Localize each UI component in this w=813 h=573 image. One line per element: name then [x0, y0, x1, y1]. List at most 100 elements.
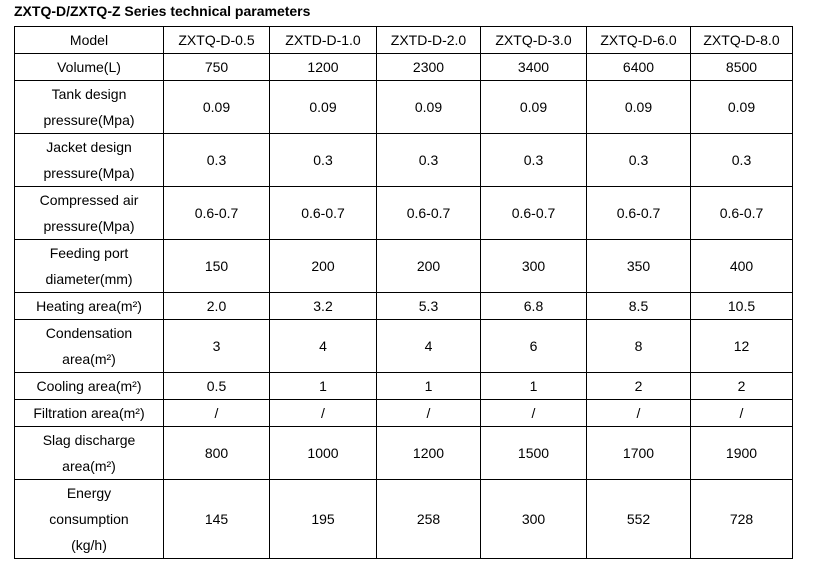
cell: /: [376, 399, 481, 427]
cell: 0.3: [586, 133, 691, 187]
table-row: Condensation area(m²) 3 4 4 6 8 12: [14, 319, 793, 373]
label-line: Volume(L): [57, 59, 121, 75]
label-line: Cooling area(m²): [36, 378, 142, 394]
cell: 1200: [376, 426, 481, 480]
cell: /: [163, 399, 270, 427]
label-line: Energy: [66, 485, 112, 501]
label-line: Compressed air: [39, 192, 139, 208]
cell: ZXTQ-D-0.5: [163, 26, 270, 54]
label-line: Model: [69, 32, 109, 48]
cell: 800: [163, 426, 270, 480]
label-line: pressure(Mpa): [43, 112, 135, 128]
table-row: Feeding port diameter(mm) 150 200 200 300 350 4…: [14, 239, 793, 293]
cell: 2: [690, 372, 793, 400]
label-line: Tank design: [51, 86, 127, 102]
cell: ZXTQ-D-6.0: [586, 26, 691, 54]
label-line: Filtration area(m²): [33, 405, 145, 421]
label-line: area(m²): [62, 458, 116, 474]
cell: /: [269, 399, 377, 427]
label-line: pressure(Mpa): [43, 165, 135, 181]
cell: 0.3: [690, 133, 793, 187]
cell: 1900: [690, 426, 793, 480]
row-label: Filtration area(m²): [14, 399, 164, 427]
cell: 6.8: [480, 292, 587, 320]
cell: 300: [480, 239, 587, 293]
cell: 6400: [586, 53, 691, 81]
cell: 0.3: [269, 133, 377, 187]
cell: 0.6-0.7: [376, 186, 481, 240]
cell: 2: [586, 372, 691, 400]
table-row: Heating area(m²) 2.0 3.2 5.3 6.8 8.5 10.5: [14, 292, 793, 320]
row-label: Feeding port diameter(mm): [14, 239, 164, 293]
table-row: Volume(L) 750 1200 2300 3400 6400 8500: [14, 53, 793, 81]
cell: 1500: [480, 426, 587, 480]
label-line: diameter(mm): [45, 271, 133, 287]
cell: 552: [586, 479, 691, 559]
cell: 3400: [480, 53, 587, 81]
row-label: Cooling area(m²): [14, 372, 164, 400]
cell: 200: [269, 239, 377, 293]
cell: ZXTD-D-2.0: [376, 26, 481, 54]
cell: 0.6-0.7: [690, 186, 793, 240]
table-row: Compressed air pressure(Mpa) 0.6-0.7 0.6-0.…: [14, 186, 793, 240]
cell: 0.09: [690, 80, 793, 134]
label-line: Feeding port: [49, 245, 129, 261]
label-line: consumption: [49, 511, 129, 527]
cell: 0.6-0.7: [163, 186, 270, 240]
table-row: Slag discharge area(m²) 800 1000 1200 1500 170…: [14, 426, 793, 480]
table-row: Energy consumption (kg/h) 145 195 258 300 552 72…: [14, 479, 793, 559]
cell: 2.0: [163, 292, 270, 320]
cell: 0.09: [269, 80, 377, 134]
cell: 0.09: [586, 80, 691, 134]
cell: 150: [163, 239, 270, 293]
cell: /: [586, 399, 691, 427]
label-line: Heating area(m²): [36, 298, 142, 314]
cell: 0.09: [376, 80, 481, 134]
cell: 0.3: [163, 133, 270, 187]
cell: 0.6-0.7: [269, 186, 377, 240]
cell: 12: [690, 319, 793, 373]
row-label: Volume(L): [14, 53, 164, 81]
row-label: Condensation area(m²): [14, 319, 164, 373]
cell: 195: [269, 479, 377, 559]
cell: /: [690, 399, 793, 427]
cell: 2300: [376, 53, 481, 81]
cell: 145: [163, 479, 270, 559]
cell: 728: [690, 479, 793, 559]
table-row: Jacket design pressure(Mpa) 0.3 0.3 0.3 0.3 0.…: [14, 133, 793, 187]
cell: 0.09: [163, 80, 270, 134]
label-line: Slag discharge: [42, 432, 136, 448]
label-line: (kg/h): [71, 537, 107, 553]
row-label: Compressed air pressure(Mpa): [14, 186, 164, 240]
table-row: Model ZXTQ-D-0.5 ZXTD-D-1.0 ZXTD-D-2.0 ZXTQ-…: [14, 26, 793, 54]
row-label: Energy consumption (kg/h): [14, 479, 164, 559]
label-line: Jacket design: [46, 139, 132, 155]
cell: 3: [163, 319, 270, 373]
cell: 200: [376, 239, 481, 293]
cell: 258: [376, 479, 481, 559]
label-line: area(m²): [62, 351, 116, 367]
cell: 750: [163, 53, 270, 81]
parameter-table: Model ZXTQ-D-0.5 ZXTD-D-1.0 ZXTD-D-2.0 ZXTQ-…: [14, 26, 793, 559]
cell: 0.3: [480, 133, 587, 187]
cell: 0.6-0.7: [480, 186, 587, 240]
cell: 8.5: [586, 292, 691, 320]
row-label: Slag discharge area(m²): [14, 426, 164, 480]
cell: ZXTQ-D-8.0: [690, 26, 793, 54]
table-title: ZXTQ-D/ZXTQ-Z Series technical parameter…: [14, 3, 311, 19]
cell: 3.2: [269, 292, 377, 320]
cell: 1: [480, 372, 587, 400]
cell: 0.3: [376, 133, 481, 187]
table-row: Cooling area(m²) 0.5 1 1 1 2 2: [14, 372, 793, 400]
cell: 8: [586, 319, 691, 373]
cell: 1000: [269, 426, 377, 480]
cell: 1700: [586, 426, 691, 480]
cell: 10.5: [690, 292, 793, 320]
cell: ZXTQ-D-3.0: [480, 26, 587, 54]
cell: 1200: [269, 53, 377, 81]
cell: ZXTD-D-1.0: [269, 26, 377, 54]
cell: 0.09: [480, 80, 587, 134]
cell: 1: [376, 372, 481, 400]
label-line: Condensation: [45, 325, 133, 341]
